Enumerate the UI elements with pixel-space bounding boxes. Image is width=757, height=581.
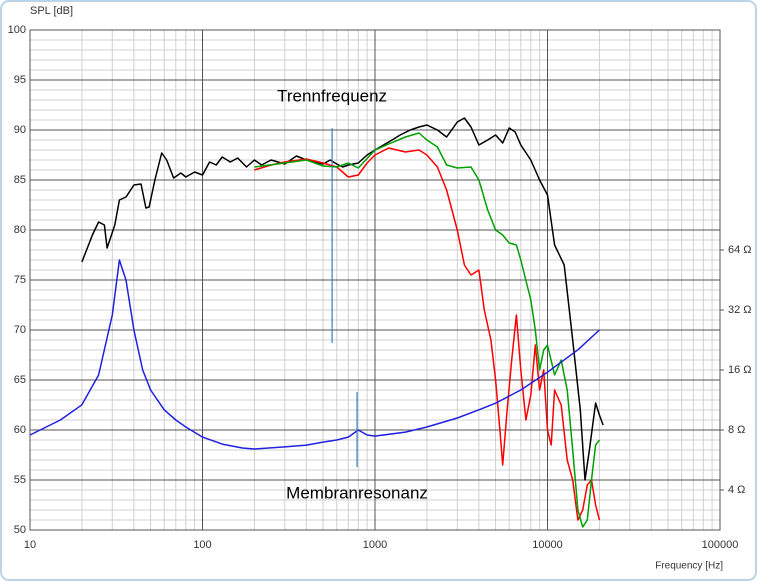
annotation-text: Membranresonanz (286, 483, 428, 502)
y2-tick-label: 64 Ω (728, 244, 752, 256)
series-line (29, 259, 600, 450)
y-tick-label: 60 (14, 424, 26, 436)
y-tick-label: 70 (14, 324, 26, 336)
x-tick-label: 1000 (363, 539, 387, 551)
y-tick-label: 80 (14, 224, 26, 236)
x-tick-label: 10000 (532, 539, 563, 551)
y2-tick-label: 16 Ω (728, 364, 752, 376)
y-axis-label: SPL [dB] (30, 5, 73, 17)
y-tick-label: 50 (14, 524, 26, 536)
annotation-text: Trennfrequenz (277, 86, 387, 105)
y-tick-label: 90 (14, 124, 26, 136)
x-tick-label: 100000 (702, 539, 739, 551)
plot-border (29, 29, 721, 531)
x-tick-label: 10 (24, 539, 36, 551)
y-tick-label: 75 (14, 274, 26, 286)
series-line (81, 117, 604, 481)
y-tick-label: 100 (8, 24, 26, 36)
y-tick-label: 85 (14, 174, 26, 186)
y2-tick-label: 8 Ω (728, 424, 745, 436)
series-line (254, 132, 600, 528)
x-axis-label: Frequency [Hz] (655, 561, 723, 572)
series-line (254, 147, 601, 521)
y2-tick-label: 32 Ω (728, 304, 752, 316)
x-tick-label: 100 (193, 539, 211, 551)
y-tick-label: 55 (14, 474, 26, 486)
y2-tick-label: 4 Ω (728, 484, 745, 496)
y-tick-label: 65 (14, 374, 26, 386)
y-tick-label: 95 (14, 74, 26, 86)
